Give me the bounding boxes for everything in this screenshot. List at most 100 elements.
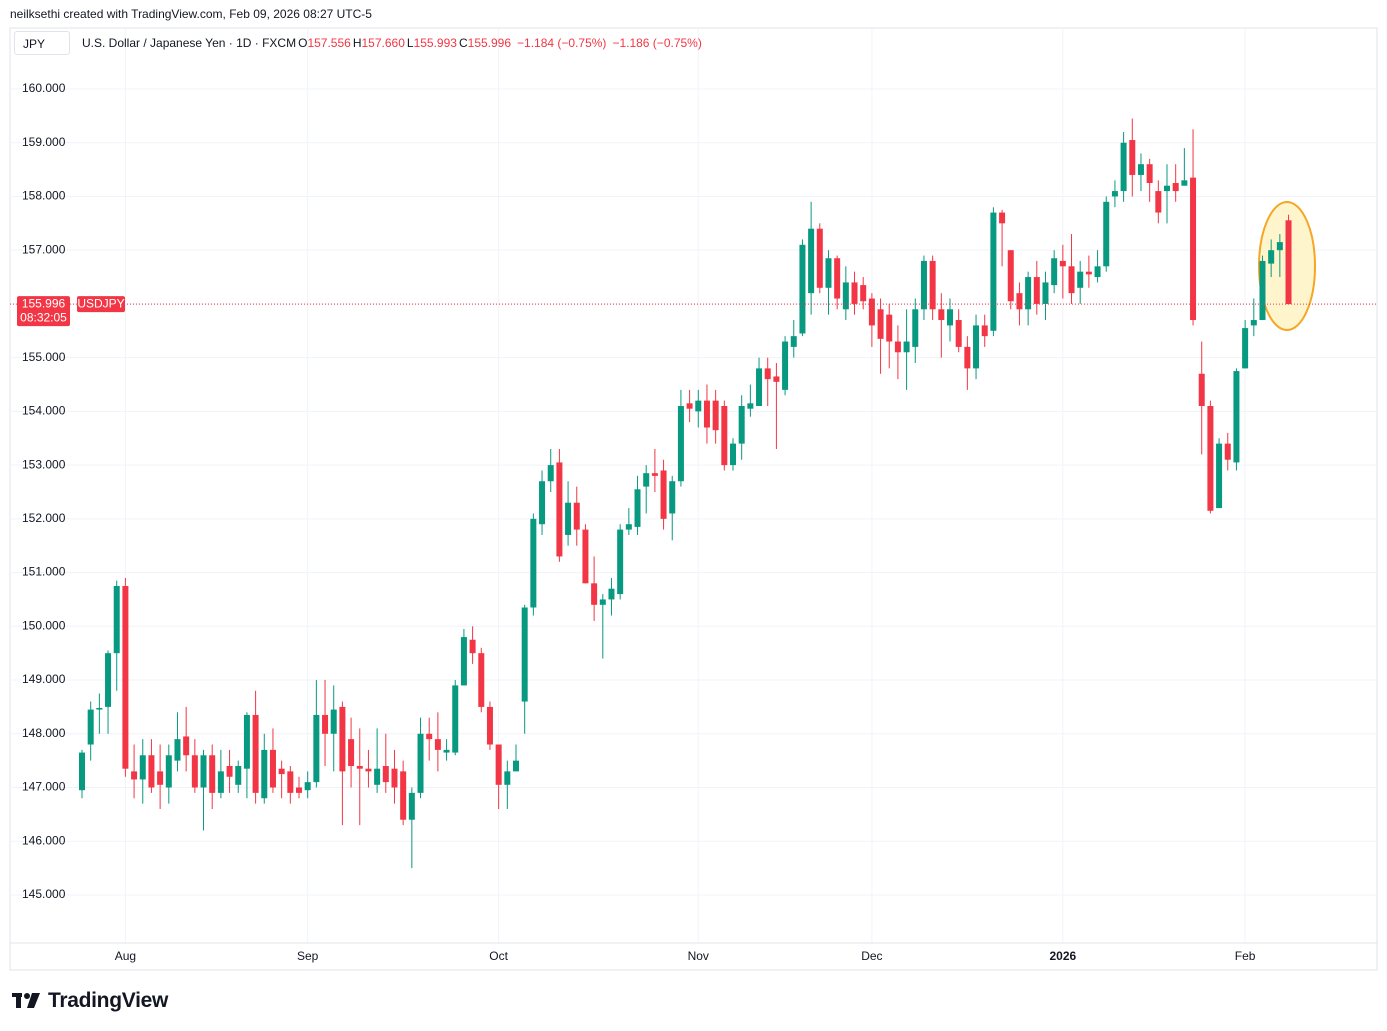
- ohlc-low: L155.993: [407, 36, 457, 50]
- candle-body: [712, 400, 719, 431]
- y-tick-label: 152.000: [22, 511, 66, 525]
- candle-body: [1007, 250, 1014, 302]
- candle-body: [834, 258, 841, 299]
- candle-body: [348, 739, 355, 767]
- logo-shape: [27, 993, 40, 1008]
- candle-body: [1198, 373, 1205, 407]
- candle-body: [174, 739, 181, 761]
- candle-body: [1268, 250, 1275, 264]
- candle-body: [799, 244, 806, 334]
- candle-body: [1111, 191, 1118, 197]
- candle-body: [356, 766, 363, 769]
- candle-body: [252, 714, 259, 793]
- candle-body: [1103, 201, 1110, 267]
- y-tick-label: 153.000: [22, 457, 66, 471]
- candle-body: [573, 502, 580, 530]
- candle-body: [1207, 406, 1214, 511]
- candle-body: [1242, 328, 1249, 369]
- candle-body: [96, 707, 103, 710]
- grid: [10, 28, 1377, 944]
- candle-body: [929, 260, 936, 310]
- candle-body: [686, 403, 693, 409]
- candle-body: [1172, 183, 1179, 192]
- legend-header: JPY U.S. Dollar / Japanese Yen · 1D · FX…: [14, 31, 702, 55]
- candle-body: [200, 755, 207, 788]
- candle-body: [825, 258, 832, 288]
- candle-body: [764, 368, 771, 380]
- y-tick-label: 147.000: [22, 780, 66, 794]
- ohlc-label: C: [458, 36, 468, 50]
- candle-body: [868, 298, 875, 326]
- candle-body: [912, 309, 919, 347]
- candle-body: [1025, 277, 1032, 310]
- candle-body: [808, 228, 815, 294]
- candle-body: [400, 771, 407, 820]
- candle-body: [816, 228, 823, 288]
- symbol-box[interactable]: JPY: [14, 31, 70, 55]
- candle-body: [547, 465, 554, 482]
- candle-body: [87, 709, 94, 745]
- candle-body: [157, 771, 164, 785]
- x-tick-label: Sep: [297, 949, 319, 963]
- candle-body: [1190, 177, 1197, 321]
- candle-body: [565, 502, 572, 535]
- y-tick-label: 159.000: [22, 135, 66, 149]
- candle-body: [703, 400, 710, 428]
- candle-body: [521, 607, 528, 702]
- candle-body: [426, 733, 433, 740]
- candle-body: [339, 706, 346, 772]
- candle-body: [669, 481, 676, 514]
- candle-body: [417, 733, 424, 793]
- candle-body: [530, 518, 537, 608]
- candle-body: [1146, 164, 1153, 184]
- candle-body: [617, 529, 624, 595]
- candle-body: [1059, 260, 1066, 267]
- candle-body: [261, 749, 268, 799]
- candle-body: [721, 406, 728, 466]
- candle-body: [947, 309, 953, 326]
- candle-body: [443, 749, 450, 753]
- candle-body: [738, 406, 745, 444]
- candle-body: [322, 714, 329, 734]
- candle-body: [131, 771, 138, 780]
- candle-body: [209, 755, 216, 793]
- candle-body: [1224, 443, 1231, 460]
- candle-body: [296, 787, 302, 793]
- ohlc-value: 157.660: [361, 36, 405, 50]
- overlay: 145.000 146.000 147.000 148.000 149.000 150.0…: [10, 81, 1377, 963]
- description: U.S. Dollar / Japanese Yen · 1D · FXCM: [82, 36, 297, 50]
- ohlc-open: O157.556: [298, 36, 351, 50]
- candle-body: [851, 282, 858, 304]
- ohlc-value: 157.556: [307, 36, 351, 50]
- candle-body: [1033, 277, 1040, 304]
- ohlc-label: O: [298, 36, 308, 50]
- candle-body: [122, 586, 129, 769]
- candle-body: [773, 376, 780, 382]
- candle-body: [226, 766, 233, 777]
- candle-body: [1085, 271, 1092, 275]
- y-tick-label: 154.000: [22, 404, 66, 418]
- candle-body: [634, 489, 641, 527]
- x-tick-label: 2026: [1049, 949, 1076, 963]
- candle-body: [964, 346, 971, 369]
- candle-body: [408, 792, 415, 820]
- candle-body: [1164, 185, 1170, 192]
- candle-body: [782, 341, 789, 390]
- y-tick-label: 155.000: [22, 350, 66, 364]
- candle-body: [1077, 271, 1084, 288]
- candle-body: [790, 336, 797, 347]
- candle-body: [278, 768, 285, 775]
- y-tick-label: 149.000: [22, 672, 66, 686]
- ohlc-label: L: [406, 36, 414, 50]
- candle-body: [955, 320, 962, 347]
- candle-body: [269, 749, 276, 788]
- candle-body: [1181, 180, 1188, 186]
- y-tick-label: 158.000: [22, 189, 66, 203]
- y-tick-label: 145.000: [22, 887, 66, 901]
- candle-body: [139, 755, 146, 780]
- logo-shape: [16, 993, 21, 1008]
- y-tick-label: 150.000: [22, 618, 66, 632]
- candle-body: [591, 583, 598, 605]
- y-tick-label: 157.000: [22, 242, 66, 256]
